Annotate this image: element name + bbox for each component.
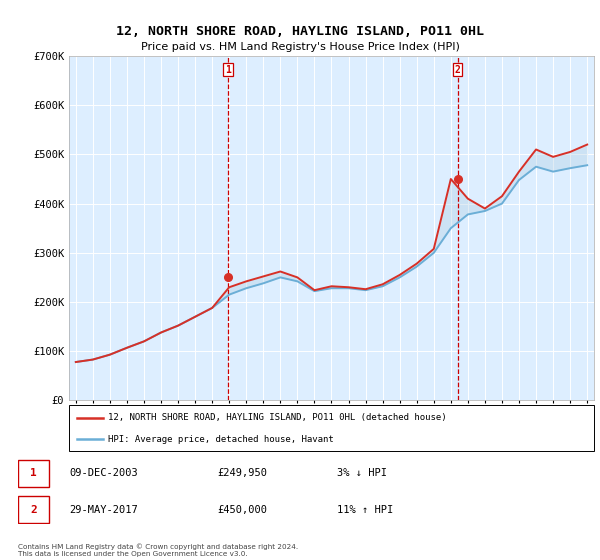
- Text: 11% ↑ HPI: 11% ↑ HPI: [337, 505, 394, 515]
- Text: 1: 1: [225, 64, 231, 74]
- Text: 3% ↓ HPI: 3% ↓ HPI: [337, 468, 387, 478]
- FancyBboxPatch shape: [18, 496, 49, 523]
- Text: 09-DEC-2003: 09-DEC-2003: [70, 468, 138, 478]
- Text: 2: 2: [30, 505, 37, 515]
- Text: Contains HM Land Registry data © Crown copyright and database right 2024.
This d: Contains HM Land Registry data © Crown c…: [18, 544, 298, 557]
- Text: £249,950: £249,950: [218, 468, 268, 478]
- Text: 29-MAY-2017: 29-MAY-2017: [70, 505, 138, 515]
- Text: 12, NORTH SHORE ROAD, HAYLING ISLAND, PO11 0HL (detached house): 12, NORTH SHORE ROAD, HAYLING ISLAND, PO…: [109, 413, 447, 422]
- FancyBboxPatch shape: [18, 460, 49, 487]
- Text: 1: 1: [30, 468, 37, 478]
- Text: HPI: Average price, detached house, Havant: HPI: Average price, detached house, Hava…: [109, 435, 334, 444]
- Text: £450,000: £450,000: [218, 505, 268, 515]
- Text: 12, NORTH SHORE ROAD, HAYLING ISLAND, PO11 0HL: 12, NORTH SHORE ROAD, HAYLING ISLAND, PO…: [116, 25, 484, 38]
- FancyBboxPatch shape: [69, 405, 594, 451]
- Text: 2: 2: [455, 64, 461, 74]
- Text: Price paid vs. HM Land Registry's House Price Index (HPI): Price paid vs. HM Land Registry's House …: [140, 42, 460, 52]
